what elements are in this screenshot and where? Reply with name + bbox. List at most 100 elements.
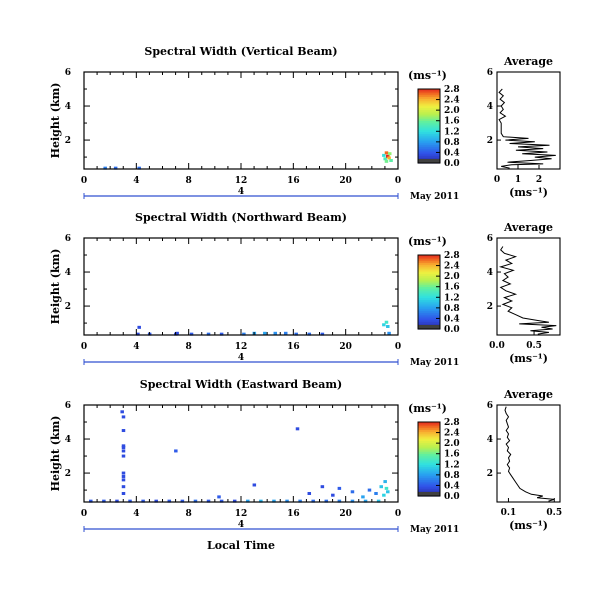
average-frame [496, 404, 561, 503]
average-x-tick-label: 2 [536, 175, 542, 185]
colorbar-segment [418, 284, 440, 288]
colorbar-tick-label: 2.8 [444, 418, 460, 428]
colorbar-segment [418, 280, 440, 284]
x-tick-label: 16 [287, 176, 300, 186]
colorbar-segment [418, 301, 440, 304]
colorbar-segment [418, 438, 440, 442]
colorbar-segment [418, 133, 440, 136]
data-cell [389, 158, 393, 162]
colorbar-segment [418, 446, 440, 449]
average-frame [496, 71, 561, 170]
colorbar-segment [418, 436, 440, 440]
data-cell [103, 166, 107, 170]
colorbar-tick-label: 0.0 [444, 492, 460, 502]
data-cell [374, 491, 378, 495]
data-cell [121, 491, 126, 495]
data-cell [102, 499, 106, 503]
colorbar-segment [418, 434, 440, 438]
data-cell [189, 332, 194, 336]
colorbar-segment [418, 137, 440, 140]
data-cell [121, 415, 126, 419]
colorbar-segment [418, 488, 440, 492]
plot-frame [83, 237, 399, 336]
colorbar-tick-label: 2.0 [444, 106, 460, 116]
colorbar-floor [418, 159, 440, 163]
x-tick-label: 4 [133, 176, 139, 186]
colorbar-segment [418, 258, 440, 262]
colorbar-segment [418, 423, 440, 427]
data-cell [180, 499, 185, 503]
colorbar-tick-label: 1.2 [444, 460, 460, 470]
colorbar-tick-label: 0.8 [444, 304, 460, 314]
x-tick-label: 0 [81, 509, 87, 519]
colorbar-floor [418, 492, 440, 496]
x-tick-label: 16 [287, 342, 300, 352]
colorbar-segment [418, 323, 440, 326]
data-cell [272, 499, 276, 503]
data-cell [361, 495, 365, 499]
y-tick-label: 2 [65, 302, 71, 312]
colorbar-segment [418, 151, 440, 155]
average-x-tick-label: 0 [494, 175, 500, 185]
data-cell [382, 493, 386, 497]
data-cell [121, 444, 126, 448]
colorbar-segment [418, 157, 440, 160]
colorbar-segment [418, 490, 440, 493]
data-cell [363, 499, 368, 503]
data-cell [121, 446, 126, 450]
average-title: Average [503, 221, 553, 234]
data-cell [384, 151, 389, 155]
average-x-label: (ms⁻¹) [509, 519, 548, 532]
colorbar-segment [418, 129, 440, 133]
colorbar-segment [418, 118, 440, 122]
data-cell [298, 499, 302, 503]
y-tick-label: 4 [65, 435, 71, 445]
data-cell [137, 166, 141, 170]
colorbar-segment [418, 308, 440, 312]
data-cell [382, 153, 386, 157]
colorbar-segment [418, 473, 440, 477]
data-cell [121, 454, 126, 458]
colorbar-segment [418, 425, 440, 429]
colorbar-segment [418, 103, 440, 107]
colorbar-segment [418, 277, 440, 280]
colorbar-segment [418, 455, 440, 458]
average-y-tick-label: 2 [487, 302, 493, 312]
average-x-label: (ms⁻¹) [509, 186, 548, 199]
colorbar-segment [418, 122, 440, 125]
data-cell [89, 499, 93, 503]
data-cell [383, 157, 387, 161]
colorbar-segment [418, 92, 440, 96]
data-cell [384, 159, 389, 163]
data-cell [337, 486, 342, 490]
average-y-tick-label: 6 [487, 234, 493, 244]
data-cell [154, 499, 158, 503]
data-cell [252, 483, 257, 487]
panel-title: Spectral Width (Vertical Beam) [144, 45, 337, 58]
y-tick-label: 2 [65, 469, 71, 479]
colorbar-segment [418, 290, 440, 293]
colorbar-label: (ms⁻¹) [408, 235, 447, 248]
colorbar-segment [418, 449, 440, 453]
colorbar-segment [418, 310, 440, 313]
average-x-tick-label: 0.1 [501, 508, 517, 518]
colorbar-segment [418, 477, 440, 480]
x-tick-label: 20 [339, 509, 352, 519]
colorbar-frame [417, 254, 441, 330]
colorbar-segment [418, 464, 440, 467]
data-cell [384, 320, 389, 324]
data-cell [386, 154, 390, 158]
colorbar-tick-label: 0.4 [444, 314, 460, 324]
y-tick-label: 6 [65, 68, 71, 78]
data-cell [382, 323, 386, 327]
colorbar-tick-label: 0.4 [444, 481, 460, 491]
average-profile-line [498, 246, 557, 335]
data-cell [217, 495, 221, 499]
colorbar-segment [418, 101, 440, 105]
data-cell [206, 499, 211, 503]
data-cell [285, 499, 289, 503]
colorbar-tick-label: 2.0 [444, 272, 460, 282]
colorbar-tick-label: 2.4 [444, 429, 460, 439]
colorbar-segment [418, 286, 440, 289]
average-y-tick-label: 6 [487, 68, 493, 78]
